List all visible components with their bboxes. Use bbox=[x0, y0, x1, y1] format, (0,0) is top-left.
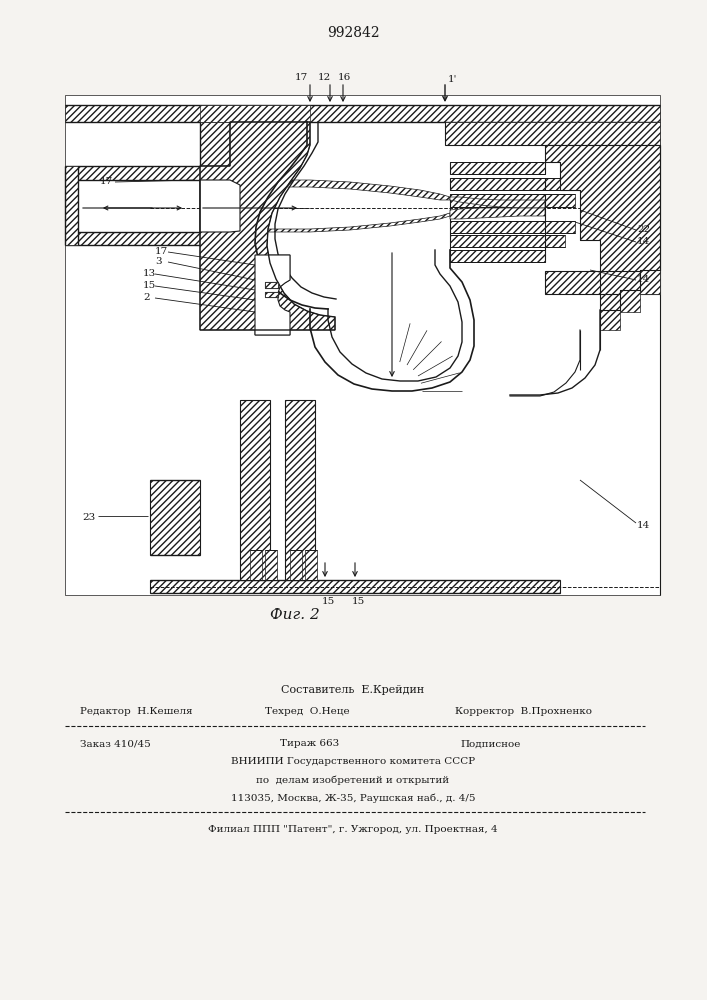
Text: по  делам изобретений и открытий: по делам изобретений и открытий bbox=[257, 775, 450, 785]
Polygon shape bbox=[305, 550, 317, 580]
Text: 992842: 992842 bbox=[327, 26, 380, 40]
Polygon shape bbox=[65, 166, 200, 180]
Text: Филиал ППП "Патент", г. Ужгород, ул. Проектная, 4: Филиал ППП "Патент", г. Ужгород, ул. Про… bbox=[208, 826, 498, 834]
Polygon shape bbox=[265, 292, 278, 297]
Polygon shape bbox=[450, 197, 545, 208]
Text: 14: 14 bbox=[637, 237, 650, 246]
Polygon shape bbox=[65, 95, 660, 595]
Polygon shape bbox=[265, 282, 278, 288]
Polygon shape bbox=[450, 162, 545, 174]
Text: Техред  О.Неце: Техред О.Неце bbox=[265, 708, 350, 716]
Polygon shape bbox=[255, 255, 290, 335]
Text: Корректор  В.Прохненко: Корректор В.Прохненко bbox=[455, 708, 592, 716]
Polygon shape bbox=[240, 400, 270, 580]
Text: Подписное: Подписное bbox=[460, 740, 520, 748]
Polygon shape bbox=[230, 200, 260, 216]
Text: 17: 17 bbox=[155, 247, 168, 256]
Polygon shape bbox=[290, 550, 302, 580]
Text: Фиг. 2: Фиг. 2 bbox=[270, 608, 320, 622]
Polygon shape bbox=[450, 194, 575, 207]
Polygon shape bbox=[265, 292, 278, 297]
Polygon shape bbox=[545, 145, 660, 310]
Text: 3: 3 bbox=[155, 257, 162, 266]
Text: 113035, Москва, Ж-35, Раушская наб., д. 4/5: 113035, Москва, Ж-35, Раушская наб., д. … bbox=[230, 793, 475, 803]
Polygon shape bbox=[200, 166, 230, 180]
Polygon shape bbox=[450, 250, 545, 262]
Text: 22: 22 bbox=[637, 226, 650, 234]
Text: 13: 13 bbox=[143, 269, 156, 278]
Polygon shape bbox=[200, 122, 230, 166]
Polygon shape bbox=[65, 232, 200, 245]
Text: 15: 15 bbox=[322, 597, 334, 606]
Polygon shape bbox=[250, 550, 262, 580]
Polygon shape bbox=[65, 105, 660, 122]
Polygon shape bbox=[640, 270, 660, 294]
Text: 17: 17 bbox=[295, 73, 308, 82]
Polygon shape bbox=[150, 580, 560, 593]
Polygon shape bbox=[200, 180, 240, 232]
Text: Составитель  Е.Крейдин: Составитель Е.Крейдин bbox=[281, 685, 425, 695]
Polygon shape bbox=[200, 122, 335, 330]
Text: 16: 16 bbox=[338, 73, 351, 82]
Polygon shape bbox=[255, 255, 290, 335]
Polygon shape bbox=[620, 290, 640, 312]
Text: 15: 15 bbox=[351, 597, 365, 606]
Polygon shape bbox=[265, 282, 278, 288]
Polygon shape bbox=[260, 213, 450, 232]
Text: Редактор  Н.Кешеля: Редактор Н.Кешеля bbox=[80, 708, 192, 716]
Polygon shape bbox=[450, 235, 565, 247]
Text: 2: 2 bbox=[143, 294, 150, 302]
Polygon shape bbox=[200, 105, 310, 122]
Polygon shape bbox=[445, 122, 660, 145]
Polygon shape bbox=[230, 182, 244, 234]
Polygon shape bbox=[285, 400, 315, 580]
Polygon shape bbox=[545, 271, 660, 294]
Polygon shape bbox=[600, 310, 620, 330]
Text: 15: 15 bbox=[143, 282, 156, 290]
Polygon shape bbox=[150, 480, 200, 555]
Polygon shape bbox=[200, 232, 230, 246]
Polygon shape bbox=[450, 208, 545, 219]
Polygon shape bbox=[450, 221, 575, 233]
Text: 14: 14 bbox=[637, 520, 650, 530]
Text: 14: 14 bbox=[637, 275, 650, 284]
Polygon shape bbox=[450, 178, 565, 190]
Text: 12: 12 bbox=[318, 73, 332, 82]
Text: 23: 23 bbox=[82, 514, 95, 522]
Text: 1': 1' bbox=[448, 76, 457, 85]
Polygon shape bbox=[265, 550, 277, 580]
Text: 17: 17 bbox=[100, 178, 113, 186]
Polygon shape bbox=[230, 180, 250, 232]
Text: Заказ 410/45: Заказ 410/45 bbox=[80, 740, 151, 748]
Polygon shape bbox=[260, 180, 450, 200]
Text: Тираж 663: Тираж 663 bbox=[280, 740, 339, 748]
Polygon shape bbox=[65, 166, 78, 245]
Text: ВНИИПИ Государственного комитета СССР: ВНИИПИ Государственного комитета СССР bbox=[231, 758, 475, 766]
